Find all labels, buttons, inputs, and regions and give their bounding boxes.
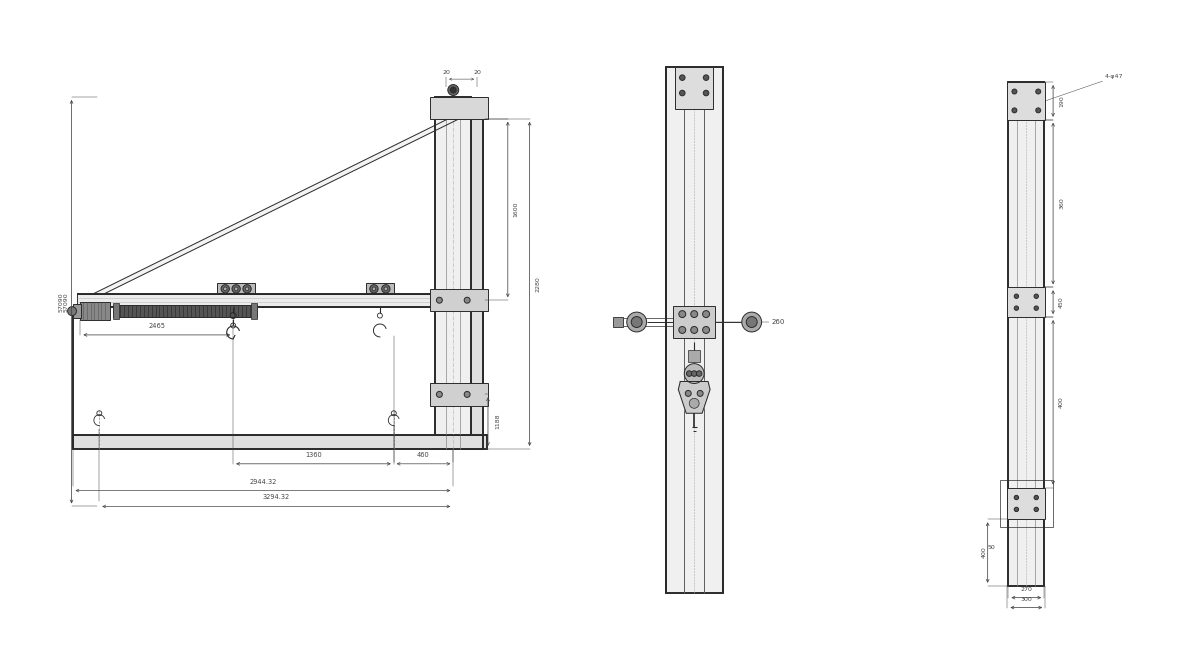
Circle shape bbox=[450, 87, 456, 93]
Circle shape bbox=[691, 311, 697, 318]
Circle shape bbox=[686, 370, 692, 376]
Bar bbox=[217, 283, 254, 293]
Circle shape bbox=[1034, 306, 1038, 310]
Circle shape bbox=[1036, 108, 1040, 113]
Circle shape bbox=[679, 326, 685, 333]
Circle shape bbox=[437, 391, 443, 397]
Text: 400: 400 bbox=[1060, 396, 1064, 408]
Circle shape bbox=[746, 317, 757, 328]
Circle shape bbox=[1014, 495, 1019, 500]
Bar bbox=[72, 435, 487, 449]
Bar bbox=[1008, 82, 1045, 120]
Text: 300: 300 bbox=[1020, 597, 1032, 602]
Text: 190: 190 bbox=[1060, 95, 1064, 107]
Text: 2280: 2280 bbox=[535, 276, 540, 292]
Circle shape bbox=[221, 285, 229, 293]
Circle shape bbox=[684, 363, 704, 383]
Circle shape bbox=[691, 326, 697, 333]
Circle shape bbox=[1012, 108, 1016, 113]
Bar bbox=[666, 67, 722, 593]
Bar bbox=[472, 97, 484, 449]
Bar bbox=[72, 304, 82, 318]
Circle shape bbox=[1014, 294, 1019, 298]
Circle shape bbox=[1014, 507, 1019, 512]
Circle shape bbox=[1012, 89, 1016, 94]
Bar bbox=[613, 317, 623, 328]
Text: 20: 20 bbox=[473, 70, 481, 75]
Text: 57090: 57090 bbox=[59, 292, 64, 311]
Circle shape bbox=[703, 311, 709, 318]
Text: 2944.32: 2944.32 bbox=[250, 478, 276, 485]
Bar bbox=[676, 67, 713, 109]
Bar bbox=[366, 283, 394, 293]
Bar bbox=[113, 305, 257, 317]
Circle shape bbox=[382, 285, 390, 293]
Circle shape bbox=[626, 312, 647, 332]
Circle shape bbox=[703, 75, 709, 81]
Bar bbox=[1008, 488, 1045, 519]
Text: 270: 270 bbox=[1020, 587, 1032, 592]
Circle shape bbox=[372, 287, 376, 291]
Bar bbox=[436, 97, 472, 449]
Bar bbox=[1008, 287, 1045, 317]
Circle shape bbox=[1036, 89, 1040, 94]
Text: 50: 50 bbox=[988, 545, 996, 550]
Circle shape bbox=[703, 90, 709, 96]
Text: 57090: 57090 bbox=[64, 292, 68, 311]
Polygon shape bbox=[94, 119, 460, 294]
Circle shape bbox=[679, 75, 685, 81]
Text: 1600: 1600 bbox=[514, 202, 518, 217]
Circle shape bbox=[242, 285, 251, 293]
Bar bbox=[77, 294, 436, 307]
Circle shape bbox=[67, 307, 77, 316]
Circle shape bbox=[232, 285, 240, 293]
Circle shape bbox=[1034, 507, 1038, 512]
Circle shape bbox=[685, 391, 691, 396]
Bar bbox=[673, 306, 715, 338]
Text: 360: 360 bbox=[1060, 198, 1064, 209]
Text: 450: 450 bbox=[1060, 296, 1064, 308]
Polygon shape bbox=[678, 382, 710, 413]
Circle shape bbox=[631, 317, 642, 328]
Circle shape bbox=[679, 311, 685, 318]
Text: 1188: 1188 bbox=[494, 414, 500, 430]
Text: 3294.32: 3294.32 bbox=[263, 495, 290, 501]
Circle shape bbox=[437, 297, 443, 303]
Circle shape bbox=[697, 391, 703, 396]
Bar bbox=[113, 303, 119, 319]
Text: 1360: 1360 bbox=[305, 452, 322, 458]
Circle shape bbox=[464, 297, 470, 303]
Circle shape bbox=[245, 287, 248, 291]
Bar bbox=[1008, 82, 1044, 586]
Circle shape bbox=[696, 370, 702, 376]
Circle shape bbox=[464, 391, 470, 397]
Text: 2465: 2465 bbox=[149, 323, 166, 329]
Text: 4-φ47: 4-φ47 bbox=[1105, 74, 1123, 79]
Circle shape bbox=[742, 312, 762, 332]
Bar bbox=[251, 303, 257, 319]
Circle shape bbox=[703, 326, 709, 333]
Circle shape bbox=[234, 287, 238, 291]
Circle shape bbox=[1014, 306, 1019, 310]
Circle shape bbox=[448, 84, 458, 96]
Circle shape bbox=[691, 370, 697, 376]
Bar bbox=[689, 350, 700, 361]
Text: 20: 20 bbox=[442, 70, 450, 75]
Text: 260: 260 bbox=[772, 319, 785, 325]
Circle shape bbox=[1034, 495, 1038, 500]
Circle shape bbox=[689, 398, 700, 408]
Bar bbox=[431, 97, 488, 119]
Bar bbox=[1000, 480, 1054, 527]
Text: 460: 460 bbox=[418, 452, 430, 458]
Circle shape bbox=[223, 287, 227, 291]
Bar bbox=[80, 302, 110, 320]
Circle shape bbox=[679, 90, 685, 96]
Bar bbox=[431, 289, 488, 311]
Circle shape bbox=[370, 285, 378, 293]
Circle shape bbox=[384, 287, 388, 291]
Bar bbox=[431, 382, 488, 406]
Text: 400: 400 bbox=[982, 547, 986, 558]
Circle shape bbox=[1034, 294, 1038, 298]
